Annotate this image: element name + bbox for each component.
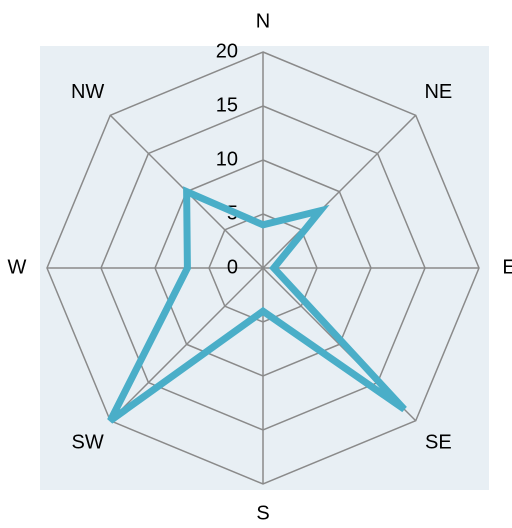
series-line xyxy=(107,186,407,424)
category-label: W xyxy=(8,256,27,278)
category-label: NE xyxy=(424,81,452,103)
category-label: NW xyxy=(71,81,104,103)
spoke xyxy=(262,114,417,269)
r-tick-label: 0 xyxy=(227,256,238,278)
spoke xyxy=(109,267,264,422)
r-tick-label: 10 xyxy=(216,148,238,170)
r-tick-label: 15 xyxy=(216,94,238,116)
category-label: SW xyxy=(72,432,104,454)
category-label: S xyxy=(256,502,269,523)
category-label: SE xyxy=(425,432,452,454)
category-label: N xyxy=(256,10,270,32)
category-label: E xyxy=(502,256,512,278)
r-tick-label: 20 xyxy=(216,40,238,62)
